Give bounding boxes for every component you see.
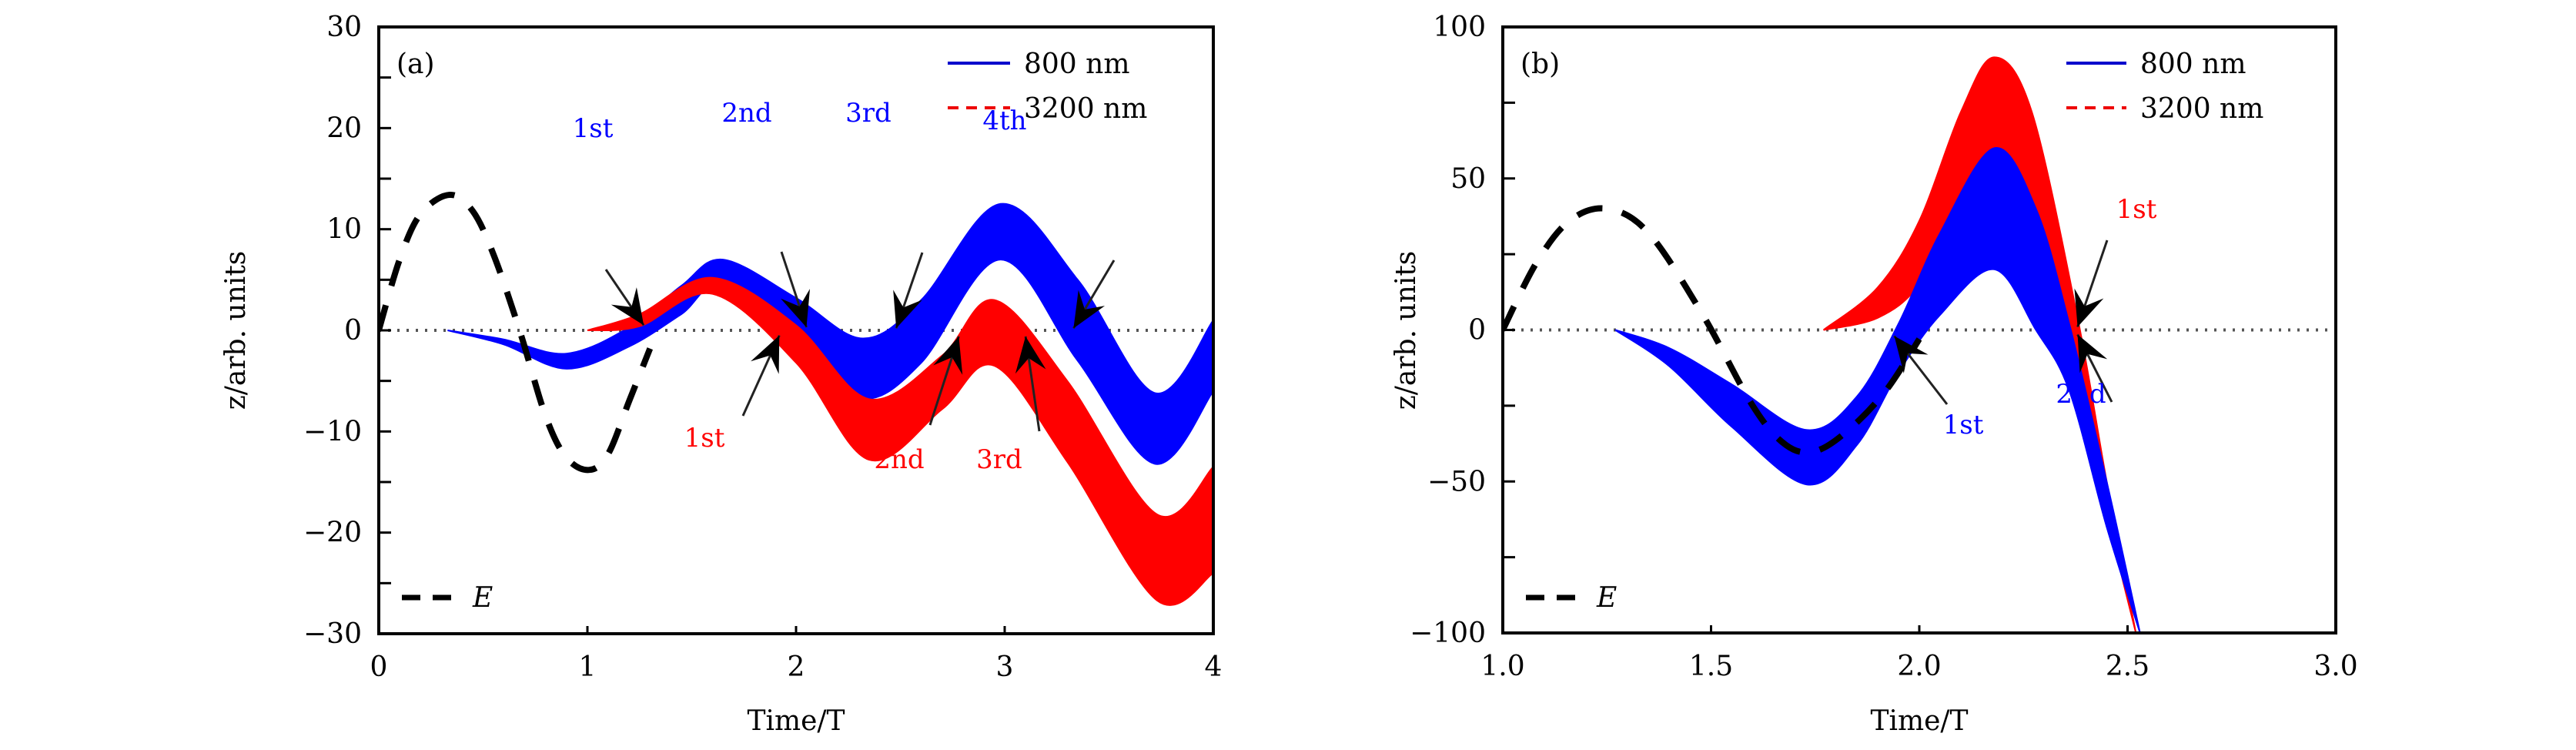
panel-a-plot-area	[379, 192, 1213, 606]
y-tick-label: −30	[303, 618, 362, 650]
annotation-label: 2nd	[2056, 379, 2106, 410]
y-tick-label: 100	[1433, 12, 1486, 43]
y-tick-label: 10	[326, 214, 362, 246]
band-800nm	[447, 203, 1213, 465]
panel-b-plot-area	[1503, 56, 2336, 633]
legend-label-3200nm: 3200 nm	[1024, 93, 1147, 125]
y-tick-label: −20	[303, 517, 362, 549]
line-e-field	[1503, 205, 1922, 456]
annotation-arrow: 3rd	[845, 98, 924, 329]
y-tick-label: −10	[303, 416, 362, 447]
annotation-arrow: 1st	[2074, 194, 2157, 328]
annotation-label: 2nd	[874, 444, 924, 475]
x-tick-label: 1	[579, 651, 597, 683]
legend-label-e: E	[472, 582, 493, 614]
arrowhead-icon	[893, 290, 922, 329]
panel-b-axes: 1.0 1.5 2.0 2.5 3.0 −100 −50 0 50 100	[1410, 12, 2358, 682]
annotation-arrow: 1st	[684, 334, 781, 454]
annotation-arrow: 2nd	[721, 98, 810, 328]
x-tick-label: 2	[788, 651, 805, 683]
x-tick-label: 0	[370, 651, 388, 683]
annotation-label: 3rd	[976, 444, 1022, 475]
band-800nm	[1614, 147, 2141, 633]
arrowhead-icon	[1073, 290, 1106, 329]
y-tick-label: −100	[1410, 618, 1486, 649]
legend-label-e: E	[1596, 582, 1617, 614]
panel-b-label: (b)	[1521, 49, 1560, 80]
panel-b: 1st 1st 2nd 1.0 1.5 2.0 2.5 3.0 −100 −50 0 50 100 (…	[1390, 12, 2358, 737]
arrowhead-icon	[2077, 334, 2108, 373]
x-tick-label: 1.5	[1689, 651, 1733, 682]
arrowhead-icon	[751, 335, 780, 374]
arrowhead-icon	[611, 287, 644, 326]
y-tick-label: 20	[326, 112, 362, 144]
panel-a-legend-e: E	[402, 582, 493, 614]
legend-label-800nm: 800 nm	[2140, 49, 2246, 80]
arrowhead-icon	[1015, 336, 1046, 374]
y-tick-label: 30	[326, 12, 362, 43]
panel-a-ylabel: z/arb. units	[220, 251, 252, 410]
x-tick-label: 2.5	[2106, 651, 2149, 682]
arrowhead-icon	[2074, 288, 2104, 327]
panel-b-legend-e: E	[1526, 582, 1617, 614]
annotation-arrow: 2nd	[874, 336, 963, 475]
annotation-label: 3rd	[845, 98, 892, 129]
panel-a-annotations: 1st 2nd 3rd 4th 1st 2nd 3rd	[573, 98, 1116, 475]
y-tick-label: 50	[1450, 163, 1486, 195]
annotation-arrow: 1st	[1893, 335, 1984, 440]
legend-label-800nm: 800 nm	[1024, 49, 1129, 80]
legend-label-3200nm: 3200 nm	[2140, 93, 2263, 125]
x-tick-label: 3	[996, 651, 1014, 683]
panel-b-ylabel: z/arb. units	[1390, 251, 1422, 410]
y-tick-label: 0	[1468, 315, 1486, 347]
line-e-field	[379, 192, 654, 474]
arrowhead-icon	[781, 289, 810, 328]
x-tick-label: 4	[1205, 651, 1223, 683]
arrowhead-icon	[933, 336, 963, 375]
panel-b-annotations: 1st 1st 2nd	[1893, 194, 2157, 440]
x-tick-label: 1.0	[1480, 651, 1524, 682]
x-tick-label: 3.0	[2313, 651, 2357, 682]
y-tick-label: −50	[1427, 466, 1486, 497]
panel-a-axes: 0 1 2 3 4 −30 −20 −10 0 10 20 30	[303, 12, 1222, 683]
panel-b-xlabel: Time/T	[1870, 705, 1968, 737]
panel-a-xlabel: Time/T	[747, 705, 845, 737]
annotation-label: 4th	[982, 105, 1026, 136]
band-3200nm	[587, 276, 1213, 606]
annotation-arrow: 4th	[982, 105, 1116, 330]
annotation-arrow: 3rd	[976, 336, 1046, 475]
y-tick-label: 0	[344, 315, 362, 347]
annotation-label: 1st	[2116, 194, 2157, 225]
annotation-label: 1st	[1943, 410, 1984, 440]
arrowhead-icon	[1894, 336, 1929, 373]
annotation-arrow: 1st	[573, 113, 645, 326]
annotation-label: 2nd	[721, 98, 771, 129]
panel-a-legend: 800 nm 3200 nm	[948, 49, 1147, 125]
annotation-label: 1st	[573, 113, 614, 144]
panel-b-legend: 800 nm 3200 nm	[2066, 49, 2263, 125]
x-tick-label: 2.0	[1897, 651, 1941, 682]
annotation-label: 1st	[684, 423, 725, 454]
annotation-arrow: 2nd	[2056, 333, 2113, 410]
panel-a-label: (a)	[396, 49, 435, 80]
panel-a: 1st 2nd 3rd 4th 1st 2nd 3rd 0 1 2 3 4 −30 −20 −10 0 10 2…	[220, 12, 1222, 737]
